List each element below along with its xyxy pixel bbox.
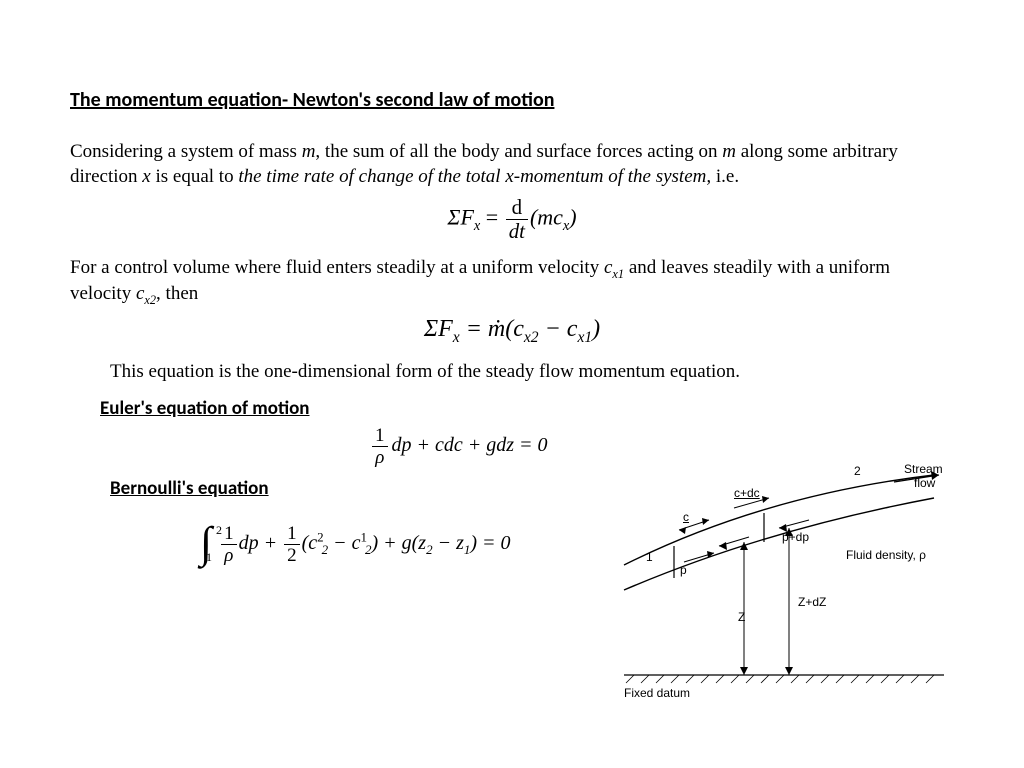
paragraph-1: Considering a system of mass m, the sum …: [70, 140, 954, 189]
bern-d1: ρ: [221, 545, 237, 565]
p1-m2: m: [722, 141, 736, 162]
eq2-eq: = ṁ(c: [460, 316, 524, 342]
label-flow: flow: [914, 476, 935, 490]
euler-title: Euler's equation of motion: [100, 397, 954, 420]
page-title: The momentum equation- Newton's second l…: [70, 88, 954, 112]
bern-n1: 1: [221, 524, 237, 545]
bern-c: − c: [328, 532, 360, 554]
eul-den: ρ: [372, 447, 388, 467]
bern-n2: 1: [284, 524, 300, 545]
eul-num: 1: [372, 426, 388, 447]
int-upper: 2: [216, 523, 222, 538]
label-z: Z: [738, 610, 745, 624]
eq2-sub: x: [453, 329, 460, 346]
eq2-s2: x1: [577, 329, 592, 346]
p2-text: , then: [156, 283, 198, 304]
paragraph-2: For a control volume where fluid enters …: [70, 256, 954, 308]
note-text: This equation is the one-dimensional for…: [110, 361, 954, 383]
label-fixed-datum: Fixed datum: [624, 686, 690, 700]
eq2-s1: x2: [524, 329, 539, 346]
p1-m: m: [302, 141, 316, 162]
equation-1: ΣFx = ddt(mcx): [70, 197, 954, 242]
p1-x: x: [142, 166, 150, 187]
p1-text: Considering a system of mass: [70, 141, 302, 162]
p2-c1s: x1: [612, 267, 624, 281]
label-p: p: [680, 563, 687, 577]
p2-c2s: x2: [144, 293, 156, 307]
label-1: 1: [646, 550, 653, 564]
eq1-rhs: (mc: [530, 205, 563, 230]
p2-text: For a control volume where fluid enters …: [70, 257, 604, 278]
bern-d2: 2: [284, 545, 300, 565]
eq1-den: dt: [506, 220, 528, 242]
label-pdp: p+dp: [782, 530, 809, 544]
eq1-rhs-end: ): [569, 205, 576, 230]
bern-a: dp +: [239, 532, 283, 554]
label-cdc: c+dc: [734, 486, 760, 500]
label-stream: Stream: [904, 462, 943, 476]
p1-text: , the sum of all the body and surface fo…: [315, 141, 722, 162]
eq1-eq: =: [480, 205, 503, 230]
stream-flow-diagram: 1 2 c c+dc p p+dp Stream flow Fluid dens…: [584, 450, 984, 710]
eq2-lhs: ΣF: [424, 316, 453, 342]
integral-icon: ∫21: [200, 525, 212, 563]
int-lower: 1: [206, 550, 212, 565]
eq1-num: d: [506, 197, 528, 220]
label-zdz: Z+dZ: [798, 595, 826, 609]
bern-d: ) + g(z: [371, 532, 426, 554]
bern-frac2: 12: [284, 524, 300, 565]
eq2-mid: − c: [539, 316, 578, 342]
label-c: c: [683, 510, 689, 524]
eq2-end: ): [592, 316, 600, 342]
p1-italic: the time rate of change of the total x-m…: [238, 166, 711, 187]
eq1-lhs: ΣF: [447, 205, 474, 230]
p1-text: is equal to: [151, 166, 239, 187]
label-2: 2: [854, 464, 861, 478]
eul-rest: dp + cdc + gdz = 0: [392, 434, 548, 456]
bern-frac1: 1ρ: [221, 524, 237, 565]
equation-2: ΣFx = ṁ(cx2 − cx1): [70, 316, 954, 347]
bern-e: − z: [433, 532, 464, 554]
eq1-frac: ddt: [506, 197, 528, 242]
bern-b: (c: [302, 532, 318, 554]
p1-text: i.e.: [711, 166, 739, 187]
label-fluid-density: Fluid density, ρ: [846, 548, 926, 562]
bern-f: ) = 0: [470, 532, 510, 554]
eul-frac: 1ρ: [372, 426, 388, 467]
